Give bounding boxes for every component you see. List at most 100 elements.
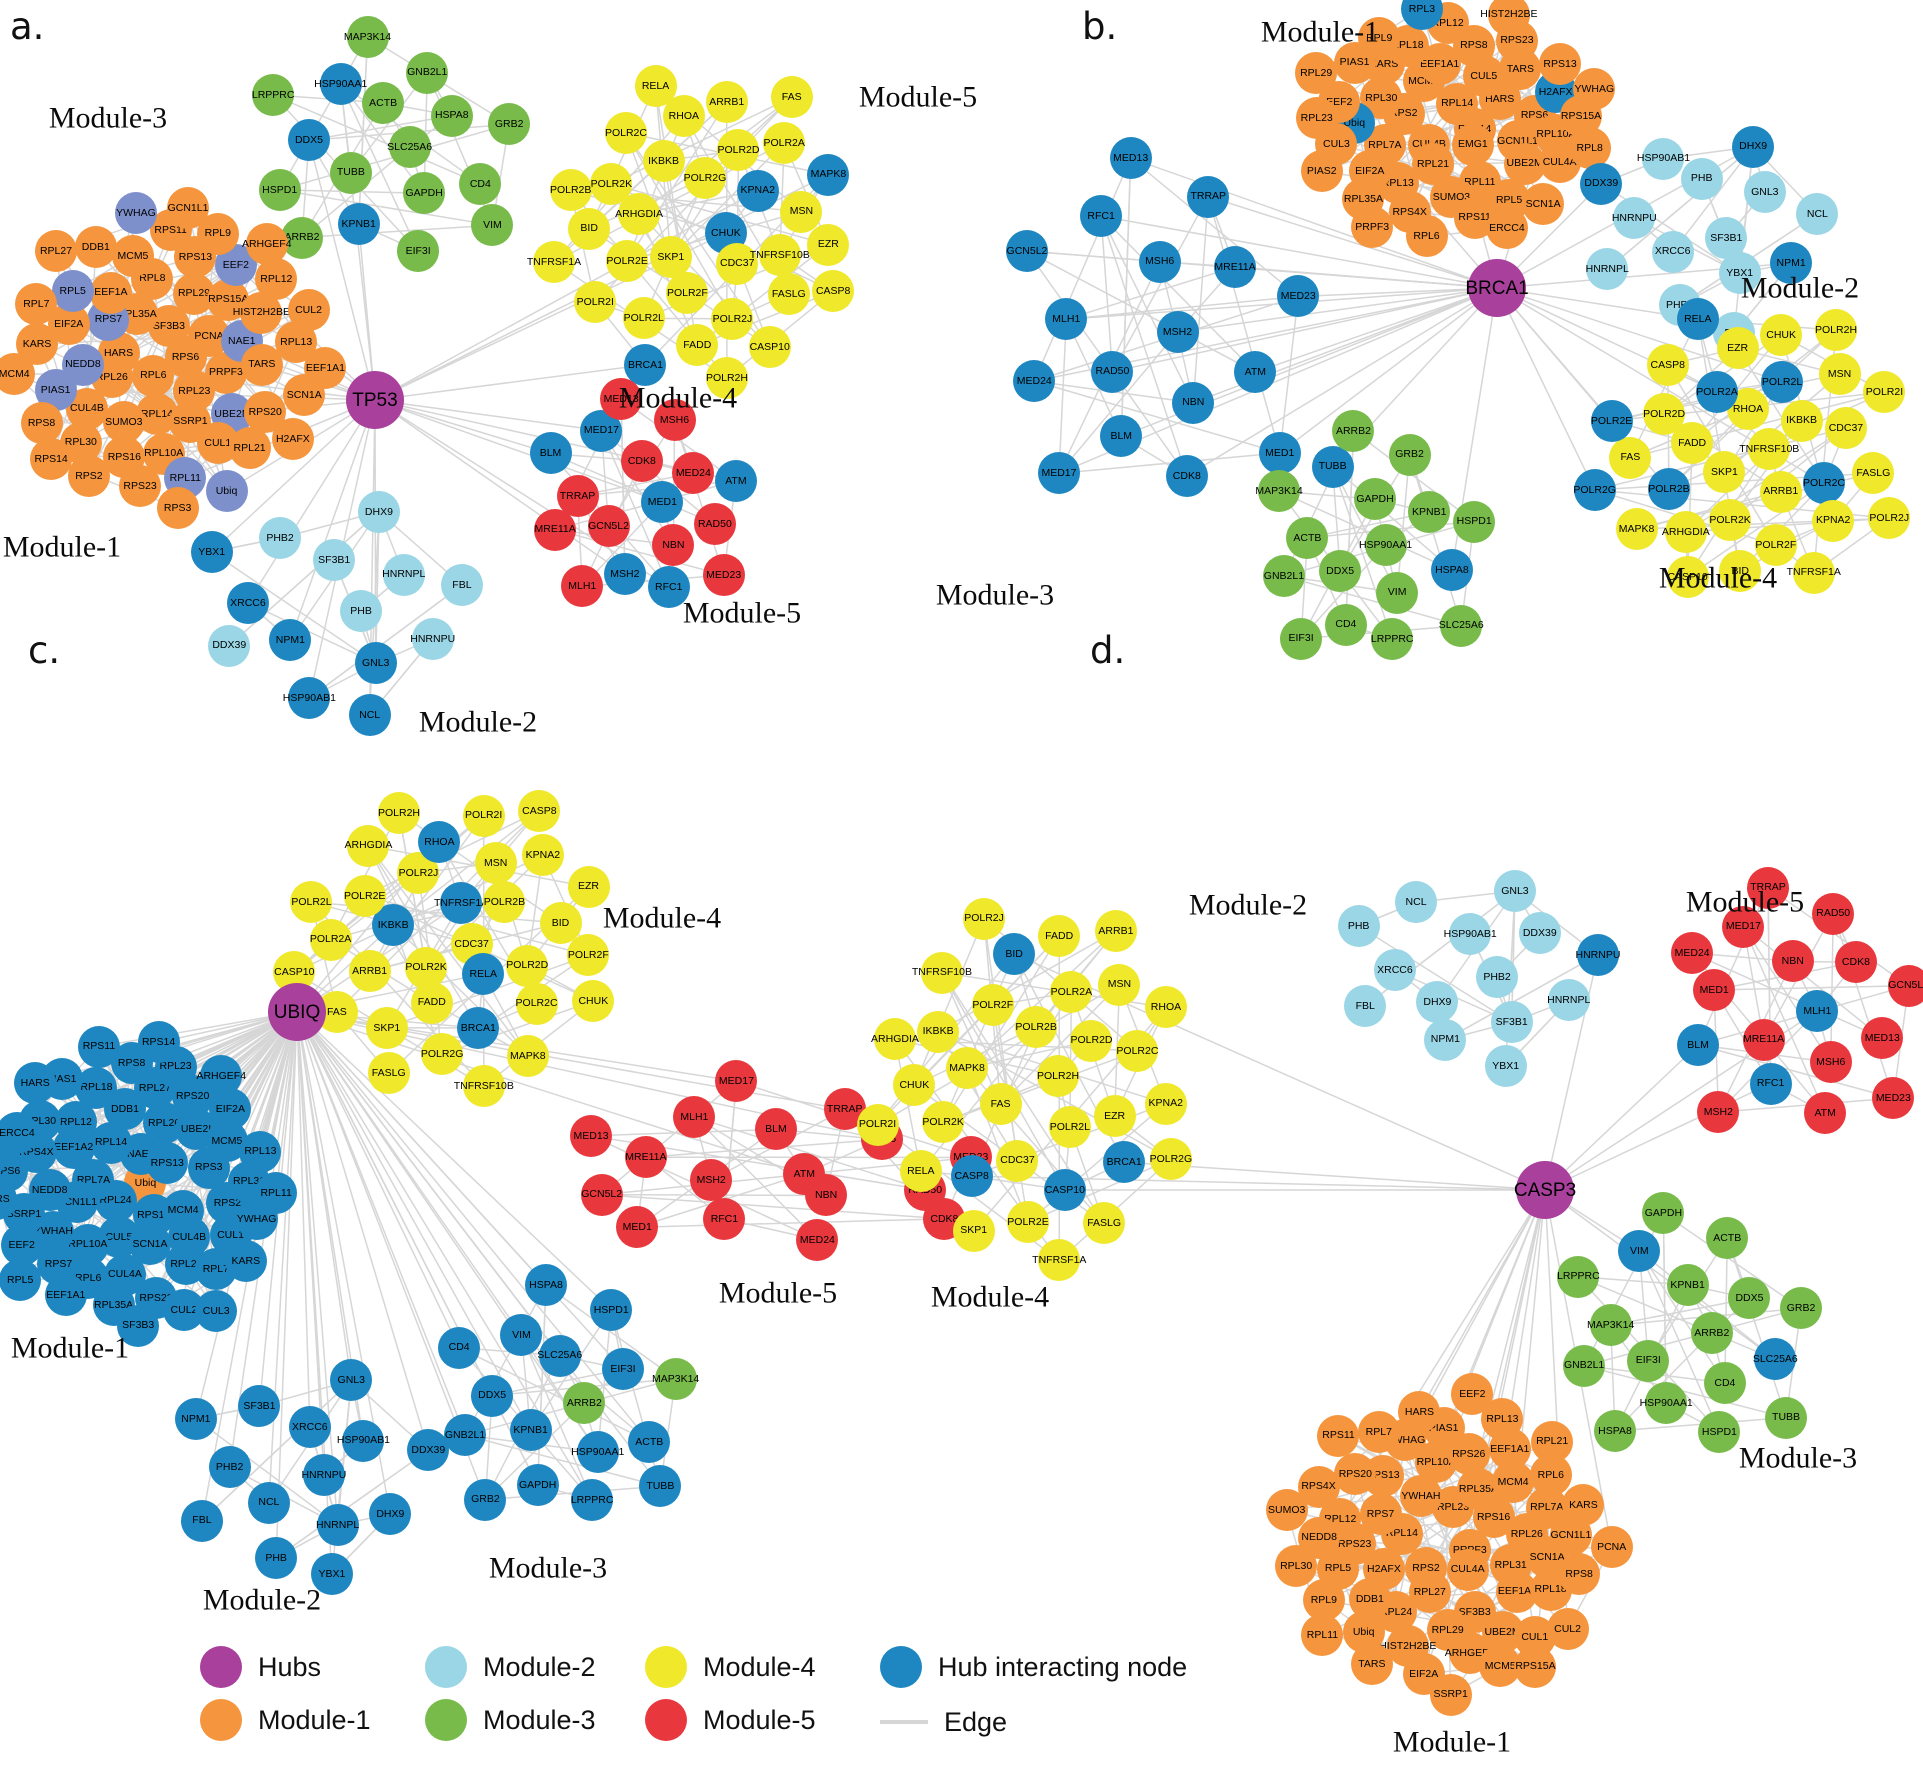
node-MED1[interactable]: MED1 bbox=[616, 1206, 659, 1249]
node-CUL4A[interactable]: CUL4A bbox=[1446, 1548, 1489, 1591]
node-TNFRSF1A[interactable]: TNFRSF1A bbox=[434, 882, 488, 925]
node-RAD50[interactable]: RAD50 bbox=[1812, 892, 1855, 935]
node-POLR2C[interactable]: POLR2C bbox=[1116, 1029, 1158, 1072]
node-RFC1[interactable]: RFC1 bbox=[647, 565, 690, 608]
node-HSPD1[interactable]: HSPD1 bbox=[590, 1288, 633, 1331]
node-H2AFX[interactable]: H2AFX bbox=[271, 418, 314, 461]
node-MSN[interactable]: MSN bbox=[1098, 963, 1141, 1006]
node-LRPPRC[interactable]: LRPPRC bbox=[252, 74, 294, 117]
node-POLR2D[interactable]: POLR2D bbox=[506, 944, 548, 987]
node-DDX39[interactable]: DDX39 bbox=[1518, 912, 1561, 955]
node-GAPDH[interactable]: GAPDH bbox=[516, 1463, 559, 1506]
node-PCNA[interactable]: PCNA bbox=[1590, 1526, 1633, 1569]
node-RPL12[interactable]: RPL12 bbox=[54, 1101, 97, 1144]
node-POLR2I[interactable]: POLR2I bbox=[574, 281, 617, 324]
node-DHX9[interactable]: DHX9 bbox=[1732, 125, 1775, 168]
node-SLC25A6[interactable]: SLC25A6 bbox=[537, 1334, 582, 1377]
node-POLR2J[interactable]: POLR2J bbox=[1868, 497, 1911, 540]
node-NEDD8[interactable]: NEDD8 bbox=[1298, 1516, 1341, 1559]
node-MAPK8[interactable]: MAPK8 bbox=[946, 1047, 989, 1090]
node-GNL3[interactable]: GNL3 bbox=[1743, 170, 1786, 213]
node-FBL[interactable]: FBL bbox=[1344, 985, 1387, 1028]
node-MED24[interactable]: MED24 bbox=[796, 1218, 839, 1261]
node-HARS[interactable]: HARS bbox=[14, 1062, 57, 1105]
node-MRE11A[interactable]: MRE11A bbox=[1214, 245, 1257, 288]
node-FADD[interactable]: FADD bbox=[410, 981, 453, 1024]
node-POLR2L[interactable]: POLR2L bbox=[1048, 1105, 1091, 1148]
node-POLR2F[interactable]: POLR2F bbox=[567, 934, 610, 977]
node-RPL8[interactable]: RPL8 bbox=[1568, 127, 1611, 170]
node-CUL2[interactable]: CUL2 bbox=[1546, 1607, 1589, 1650]
node-POLR2E[interactable]: POLR2E bbox=[606, 239, 649, 282]
node-DDX39[interactable]: DDX39 bbox=[1580, 162, 1623, 205]
node-IKBKB[interactable]: IKBKB bbox=[372, 904, 415, 947]
node-POLR2I[interactable]: POLR2I bbox=[856, 1103, 899, 1146]
node-RPL5[interactable]: RPL5 bbox=[0, 1258, 42, 1301]
node-ARRB1[interactable]: ARRB1 bbox=[705, 81, 748, 124]
node-HSPA8[interactable]: HSPA8 bbox=[1430, 548, 1473, 591]
node-GCN5L2[interactable]: GCN5L2 bbox=[1005, 230, 1048, 273]
node-GNB2L1[interactable]: GNB2L1 bbox=[444, 1414, 487, 1457]
node-TNFRSF1A[interactable]: TNFRSF1A bbox=[527, 241, 581, 284]
node-NCL[interactable]: NCL bbox=[1395, 881, 1438, 924]
node-YWHAG[interactable]: YWHAG bbox=[1573, 68, 1616, 111]
node-NCL[interactable]: NCL bbox=[1796, 193, 1839, 236]
node-DDX39[interactable]: DDX39 bbox=[208, 624, 251, 667]
node-RPL27[interactable]: RPL27 bbox=[35, 230, 77, 273]
node-ACTB[interactable]: ACTB bbox=[1286, 516, 1329, 559]
node-FADD[interactable]: FADD bbox=[676, 324, 719, 367]
node-MLH1[interactable]: MLH1 bbox=[1796, 990, 1839, 1032]
node-GRB2[interactable]: GRB2 bbox=[1388, 433, 1431, 476]
node-MAP3K14[interactable]: MAP3K14 bbox=[652, 1357, 699, 1400]
node-MED1[interactable]: MED1 bbox=[1693, 969, 1736, 1011]
node-MAP3K14[interactable]: MAP3K14 bbox=[1587, 1304, 1634, 1347]
node-YBX1[interactable]: YBX1 bbox=[190, 530, 233, 573]
node-BID[interactable]: BID bbox=[568, 207, 611, 250]
node-GAPDH[interactable]: GAPDH bbox=[1354, 478, 1397, 521]
node-NCL[interactable]: NCL bbox=[348, 694, 391, 737]
node-POLR2C[interactable]: POLR2C bbox=[515, 982, 558, 1025]
node-POLR2J[interactable]: POLR2J bbox=[711, 297, 754, 340]
node-MSN[interactable]: MSN bbox=[780, 190, 823, 233]
node-KPNB1[interactable]: KPNB1 bbox=[1666, 1263, 1709, 1306]
node-RPL21[interactable]: RPL21 bbox=[1412, 143, 1455, 186]
node-RPL21[interactable]: RPL21 bbox=[1531, 1420, 1574, 1463]
node-EEF1A[interactable]: EEF1A bbox=[89, 271, 132, 314]
node-CASP10[interactable]: CASP10 bbox=[1043, 1169, 1086, 1212]
node-RPL30[interactable]: RPL30 bbox=[1275, 1545, 1318, 1588]
node-GAPDH[interactable]: GAPDH bbox=[1642, 1192, 1685, 1235]
node-EMG1[interactable]: EMG1 bbox=[1451, 123, 1494, 166]
node-POLR2K[interactable]: POLR2K bbox=[590, 162, 633, 205]
node-FASLG[interactable]: FASLG bbox=[367, 1052, 410, 1095]
node-HNRNPL[interactable]: HNRNPL bbox=[316, 1503, 359, 1546]
node-MSH2[interactable]: MSH2 bbox=[690, 1158, 733, 1201]
node-FAS[interactable]: FAS bbox=[1609, 436, 1652, 479]
node-HNRNPU[interactable]: HNRNPU bbox=[301, 1454, 346, 1496]
node-POLR2L[interactable]: POLR2L bbox=[622, 297, 665, 340]
node-POLR2C[interactable]: POLR2C bbox=[1803, 462, 1845, 505]
node-VIM[interactable]: VIM bbox=[500, 1314, 543, 1357]
node-POLR2I[interactable]: POLR2I bbox=[1863, 371, 1906, 414]
node-ARRB1[interactable]: ARRB1 bbox=[1759, 470, 1802, 513]
node-MED13[interactable]: MED13 bbox=[1861, 1017, 1904, 1060]
node-POLR2D[interactable]: POLR2D bbox=[1070, 1019, 1113, 1062]
node-ARRB2[interactable]: ARRB2 bbox=[1332, 410, 1375, 453]
node-MED13[interactable]: MED13 bbox=[1109, 137, 1152, 180]
node-PHB[interactable]: PHB bbox=[1680, 157, 1723, 200]
node-TUBB[interactable]: TUBB bbox=[329, 151, 372, 194]
node-RPS11[interactable]: RPS11 bbox=[1317, 1414, 1360, 1457]
node-RPL13[interactable]: RPL13 bbox=[239, 1130, 282, 1173]
node-BRCA1[interactable]: BRCA1 bbox=[1103, 1141, 1146, 1184]
node-CDK8[interactable]: CDK8 bbox=[1165, 454, 1208, 497]
node-PHB[interactable]: PHB bbox=[340, 590, 383, 632]
node-NPM1[interactable]: NPM1 bbox=[1770, 242, 1813, 285]
node-RPS3[interactable]: RPS3 bbox=[156, 486, 199, 529]
node-SSRP1[interactable]: SSRP1 bbox=[169, 400, 212, 443]
node-DHX9[interactable]: DHX9 bbox=[357, 490, 400, 533]
node-MLH1[interactable]: MLH1 bbox=[561, 565, 604, 608]
node-LRPPRC[interactable]: LRPPRC bbox=[1371, 618, 1414, 661]
node-MRE11A[interactable]: MRE11A bbox=[1742, 1018, 1785, 1061]
node-HSP90AB1[interactable]: HSP90AB1 bbox=[1637, 137, 1690, 180]
node-EIF2A[interactable]: EIF2A bbox=[209, 1088, 252, 1131]
node-NBN[interactable]: NBN bbox=[805, 1174, 848, 1217]
